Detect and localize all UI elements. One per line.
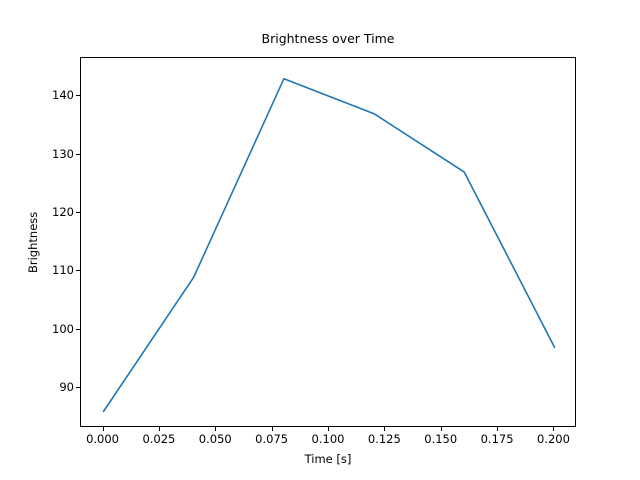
y-tick-mark bbox=[76, 270, 80, 272]
y-tick-label: 120 bbox=[52, 204, 74, 219]
x-axis-label: Time [s] bbox=[304, 452, 352, 466]
y-axis-label: Brightness bbox=[26, 211, 40, 273]
x-tick-label: 0.125 bbox=[367, 432, 401, 446]
x-tick-label: 0.025 bbox=[142, 432, 176, 446]
y-tick-mark bbox=[76, 328, 80, 330]
y-tick-label: 130 bbox=[52, 146, 74, 161]
y-tick-label: 140 bbox=[52, 88, 74, 103]
x-tick-label: 0.075 bbox=[255, 432, 289, 446]
x-tick-mark bbox=[384, 427, 386, 431]
brightness-line bbox=[102, 77, 556, 413]
x-tick-mark bbox=[328, 427, 329, 431]
x-tick-mark bbox=[497, 427, 499, 431]
y-tick-label: 90 bbox=[59, 380, 74, 395]
plot-area bbox=[80, 57, 576, 427]
y-tick-label: 100 bbox=[52, 321, 74, 336]
x-tick-label: 0.050 bbox=[198, 432, 232, 446]
x-tick-mark bbox=[271, 427, 273, 431]
x-tick-label: 0.000 bbox=[86, 432, 119, 446]
page-title: Brightness over Time bbox=[261, 31, 395, 46]
x-tick-mark bbox=[553, 427, 555, 431]
x-tick-mark bbox=[440, 427, 442, 431]
x-tick-mark bbox=[158, 427, 160, 431]
y-tick-mark bbox=[76, 95, 80, 97]
line-series-svg bbox=[102, 77, 556, 413]
y-tick-label: 110 bbox=[52, 263, 74, 278]
y-tick-mark bbox=[76, 211, 80, 213]
x-tick-mark bbox=[102, 427, 104, 431]
y-tick-mark bbox=[76, 153, 80, 155]
x-tick-label: 0.200 bbox=[536, 432, 570, 446]
x-tick-mark bbox=[215, 427, 217, 431]
y-tick-mark bbox=[76, 387, 80, 389]
x-tick-label: 0.150 bbox=[424, 432, 458, 446]
x-tick-label: 0.100 bbox=[311, 432, 345, 446]
x-tick-label: 0.175 bbox=[480, 432, 514, 446]
